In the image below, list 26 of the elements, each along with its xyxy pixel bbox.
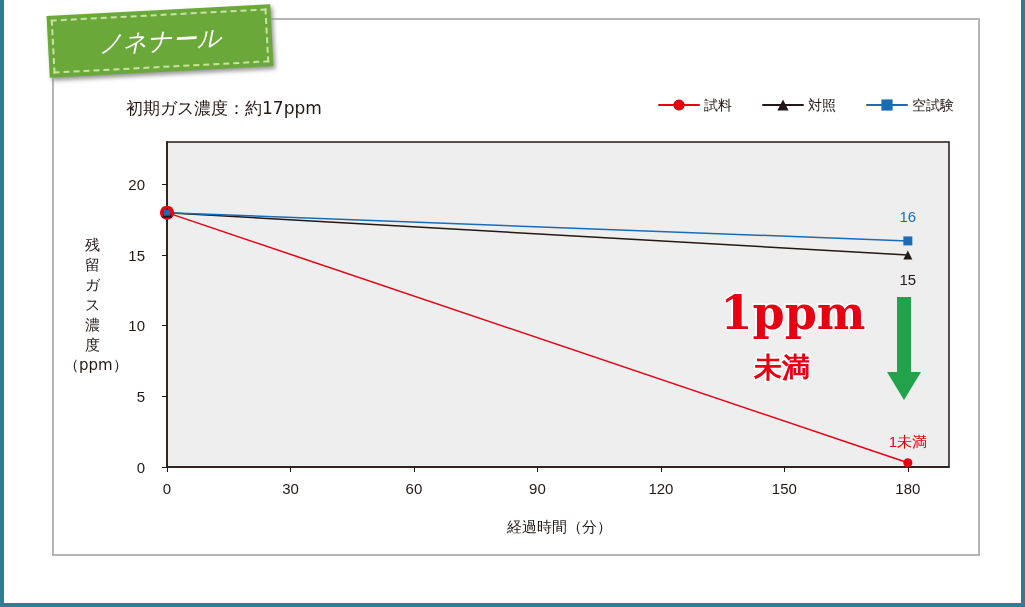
annotation: 1ppm bbox=[720, 285, 866, 340]
x-tick-label: 60 bbox=[405, 480, 423, 497]
y-tick-label: 15 bbox=[128, 246, 145, 264]
data-label: 16 bbox=[899, 208, 917, 226]
annotation: 1未満 bbox=[888, 432, 928, 450]
x-tick-label: 0 bbox=[162, 480, 172, 497]
chart-title: ノネナール bbox=[46, 4, 274, 78]
chart-subtitle: 初期ガス濃度：約17ppm bbox=[126, 97, 322, 120]
point bbox=[903, 458, 913, 468]
legend-label: 試料 bbox=[704, 97, 732, 113]
legend-label: 空試験 bbox=[912, 97, 954, 113]
point bbox=[903, 236, 913, 246]
data-label: 15 bbox=[899, 270, 917, 288]
x-tick-label: 180 bbox=[895, 480, 921, 497]
y-tick-label: 0 bbox=[136, 458, 145, 476]
x-tick-label: 90 bbox=[529, 480, 546, 497]
y-tick-label: 20 bbox=[128, 175, 145, 193]
y-tick-label: 5 bbox=[136, 387, 145, 405]
y-axis-title: 残留ガス濃度（ppm） bbox=[64, 235, 128, 375]
x-tick-label: 30 bbox=[282, 480, 299, 497]
x-tick-label: 120 bbox=[648, 480, 674, 497]
legend-label: 対照 bbox=[808, 97, 836, 113]
y-tick-label: 10 bbox=[128, 317, 145, 335]
x-tick-label: 150 bbox=[771, 480, 797, 497]
annotation: 未満 bbox=[752, 352, 810, 383]
x-axis-title: 経過時間（分） bbox=[505, 518, 613, 537]
